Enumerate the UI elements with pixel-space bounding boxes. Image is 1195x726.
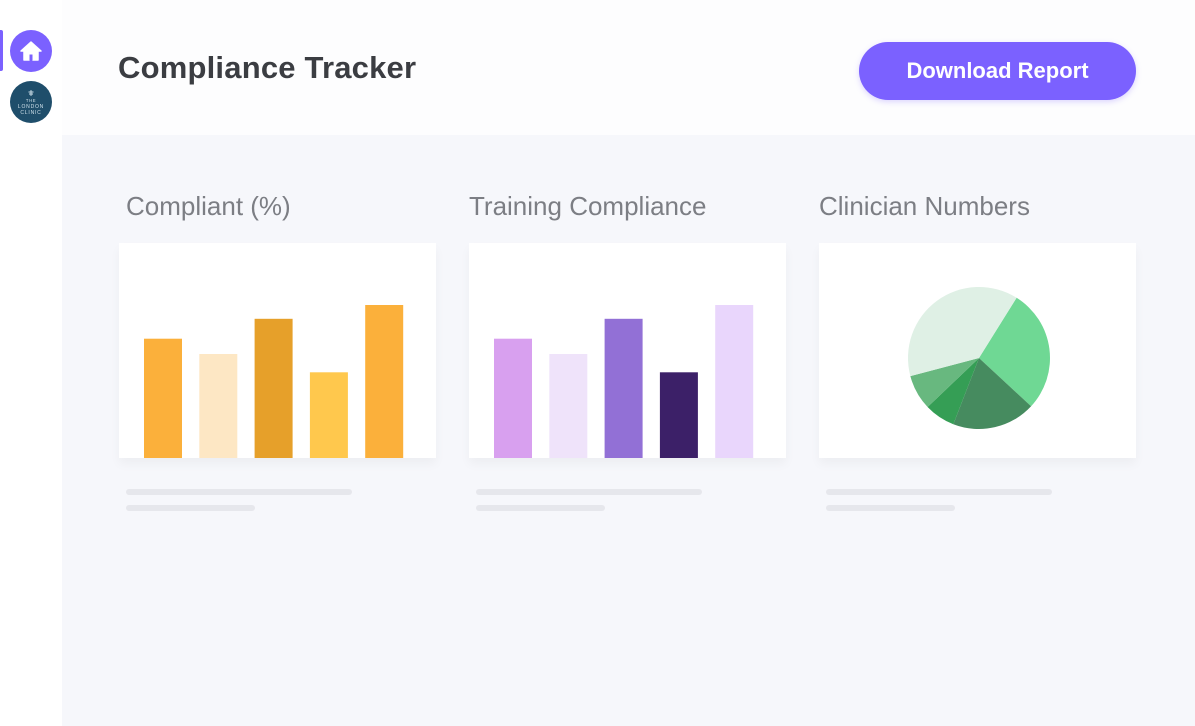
main-content: Compliant (%) Training Compliance Clinic… [62,135,1195,726]
skeleton-line [126,489,352,495]
home-button[interactable] [10,30,52,72]
training-compliance-bar-chart [494,305,754,458]
active-indicator [0,30,3,71]
compliant-chart-card[interactable] [119,243,436,458]
clinic-logo[interactable]: THE LONDON CLINIC [10,81,52,123]
bar-4 [309,372,348,458]
skeleton-line [826,489,1052,495]
page-title: Compliance Tracker [118,50,417,85]
svg-text:THE: THE [26,98,36,103]
compliant-bar-chart [144,305,404,458]
bar-2 [549,354,588,458]
clinician-numbers-pie-chart [908,287,1050,429]
home-icon [20,41,42,61]
clinic-logo-mark: THE LONDON CLINIC [18,90,44,116]
bar-3 [604,318,643,458]
download-report-button[interactable]: Download Report [859,42,1136,100]
header: Compliance Tracker Download Report [62,0,1195,135]
skeleton-line [476,505,605,511]
skeleton-line [826,505,955,511]
sidebar: THE LONDON CLINIC [0,0,62,726]
bar-5 [365,305,404,458]
pie-slice-5 [908,287,1017,377]
skeleton-line [126,505,255,511]
bar-2 [199,354,238,458]
bar-3 [254,318,293,458]
training-compliance-title: Training Compliance [469,191,707,221]
pie-slice-3 [927,358,979,425]
svg-text:LONDON: LONDON [18,104,44,110]
bar-1 [494,338,532,458]
bar-1 [144,338,182,458]
pie-slice-4 [910,358,979,407]
pie-slice-1 [979,297,1050,407]
svg-text:CLINIC: CLINIC [20,110,41,116]
clinician-numbers-chart-card[interactable] [819,243,1136,458]
pie-slice-2 [953,358,1032,429]
skeleton-line [476,489,702,495]
clinician-numbers-title: Clinician Numbers [819,191,1030,221]
bar-4 [659,372,698,458]
compliant-title: Compliant (%) [126,191,291,221]
bar-5 [715,305,754,458]
training-compliance-chart-card[interactable] [469,243,786,458]
